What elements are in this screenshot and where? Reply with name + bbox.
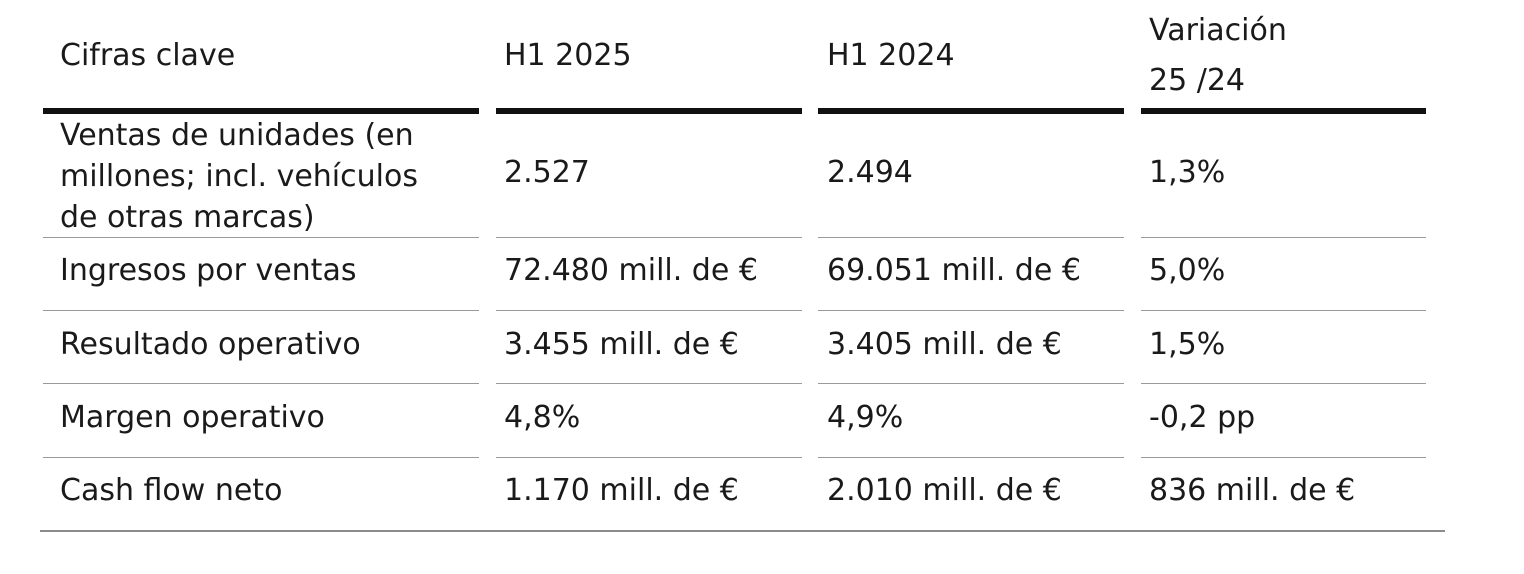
row-divider [496,457,802,458]
row-operating-result-variation: 1,5% [1149,327,1226,362]
row-units-variation: 1,3% [1149,155,1226,190]
row-divider [1141,237,1426,238]
header-h1-2024: H1 2024 [827,38,955,73]
table-bottom-rule [40,530,1445,532]
row-revenue-label: Ingresos por ventas [60,253,357,288]
row-divider [818,383,1124,384]
row-divider [818,457,1124,458]
row-units-label-line1: Ventas de unidades (en [60,118,414,153]
row-divider [43,310,479,311]
row-units-label-line2: millones; incl. vehículos [60,159,418,194]
row-divider [1141,310,1426,311]
header-key-figures: Cifras clave [60,38,236,73]
row-divider [43,457,479,458]
row-operating-margin-label: Margen operativo [60,400,325,435]
row-operating-margin-h1-2025: 4,8% [504,400,581,435]
row-revenue-variation: 5,0% [1149,253,1226,288]
row-divider [43,383,479,384]
row-net-cash-flow-label: Cash flow neto [60,473,283,508]
row-units-h1-2024: 2.494 [827,155,913,190]
header-rule-col2 [496,108,802,114]
row-net-cash-flow-h1-2024: 2.010 mill. de € [827,473,1062,508]
row-divider [496,383,802,384]
row-divider [1141,457,1426,458]
row-net-cash-flow-variation: 836 mill. de € [1149,473,1356,508]
row-operating-result-h1-2025: 3.455 mill. de € [504,327,739,362]
row-divider [496,310,802,311]
row-revenue-h1-2024: 69.051 mill. de € [827,253,1081,288]
header-variation-line1: Variación [1149,13,1287,48]
row-net-cash-flow-h1-2025: 1.170 mill. de € [504,473,739,508]
row-divider [496,237,802,238]
row-operating-result-h1-2024: 3.405 mill. de € [827,327,1062,362]
row-divider [818,310,1124,311]
header-rule-col4 [1141,108,1426,114]
header-h1-2025: H1 2025 [504,38,632,73]
header-rule-col3 [818,108,1124,114]
row-operating-margin-h1-2024: 4,9% [827,400,904,435]
row-operating-result-label: Resultado operativo [60,327,361,362]
row-operating-margin-variation: -0,2 pp [1149,400,1256,435]
row-revenue-h1-2025: 72.480 mill. de € [504,253,758,288]
row-divider [1141,383,1426,384]
header-variation-line2: 25 /24 [1149,63,1245,98]
header-rule-col1 [43,108,479,114]
row-divider [818,237,1124,238]
row-units-label-line3: de otras marcas) [60,200,315,235]
row-divider [43,237,479,238]
row-units-h1-2025: 2.527 [504,155,590,190]
